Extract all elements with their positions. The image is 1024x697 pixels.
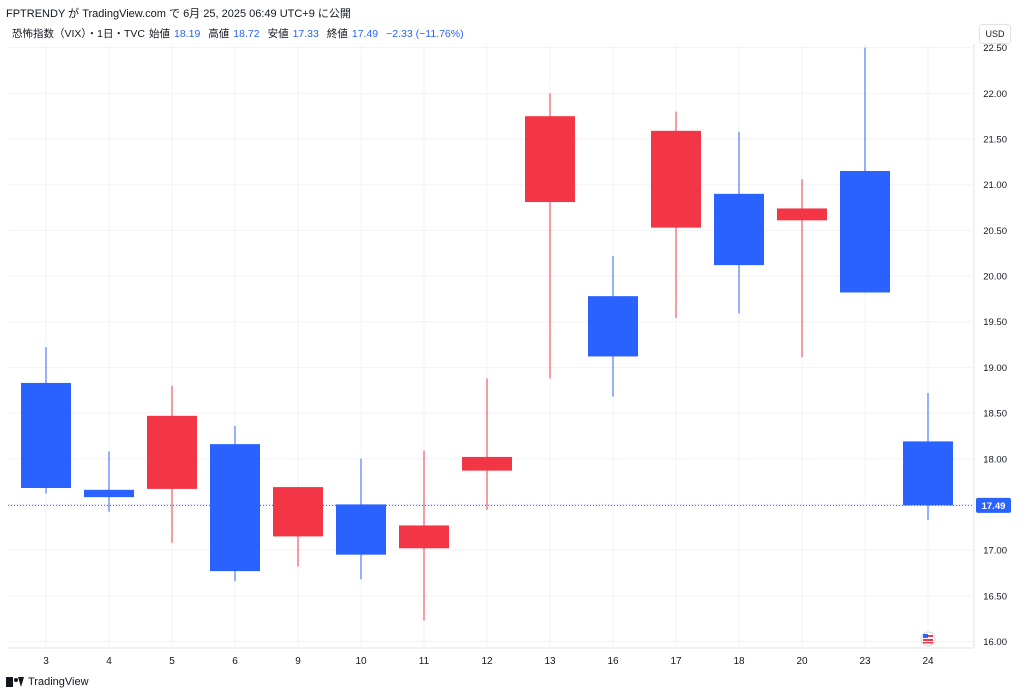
us-flag-stripe — [923, 639, 933, 641]
y-tick-label: 16.50 — [983, 591, 1007, 602]
tradingview-logo-icon — [6, 677, 24, 687]
y-tick-label: 19.00 — [983, 363, 1007, 374]
y-tick-label: 19.50 — [983, 317, 1007, 328]
candle-body[interactable] — [777, 208, 827, 221]
x-tick-label: 20 — [796, 656, 808, 667]
y-tick-label: 17.00 — [983, 546, 1007, 557]
y-tick-label: 21.00 — [983, 180, 1007, 191]
x-tick-label: 23 — [859, 656, 871, 667]
last-price-tag — [976, 497, 1011, 513]
y-tick-label: 20.50 — [983, 226, 1007, 237]
candle-body[interactable] — [651, 130, 701, 228]
low-value: 17.33 — [292, 28, 319, 40]
candle-body[interactable] — [714, 193, 764, 266]
y-tick-label: 22.50 — [983, 43, 1007, 54]
open-value: 18.19 — [174, 28, 201, 40]
x-tick-label: 24 — [922, 656, 934, 667]
x-tick-label: 12 — [481, 656, 493, 667]
candle-body[interactable] — [462, 456, 512, 471]
change-value: −2.33 (−11.76%) — [386, 28, 464, 40]
candle-body[interactable] — [21, 382, 71, 488]
y-tick-label: 21.50 — [983, 135, 1007, 146]
candle-body[interactable] — [588, 296, 638, 357]
y-tick-label: 16.00 — [983, 637, 1007, 648]
x-tick-label: 6 — [232, 656, 238, 667]
us-flag-stripe — [923, 642, 933, 644]
x-tick-label: 9 — [295, 656, 301, 667]
y-tick-label: 18.00 — [983, 454, 1007, 465]
candle-body[interactable] — [525, 116, 575, 203]
x-tick-label: 17 — [670, 656, 682, 667]
high-label: 高値 — [208, 28, 230, 40]
footer-brand-label: TradingView — [28, 676, 89, 688]
x-tick-label: 10 — [355, 656, 367, 667]
candle-body[interactable] — [210, 444, 260, 572]
open-label: 始値 — [149, 28, 171, 40]
close-value: 17.49 — [351, 28, 379, 40]
symbol-title[interactable]: 恐怖指数（VIX）・1日・TVC — [12, 28, 146, 40]
x-tick-label: 11 — [419, 656, 430, 667]
candle-body[interactable] — [273, 487, 323, 537]
high-value: 18.72 — [233, 28, 260, 40]
currency-button[interactable]: USD — [979, 24, 1011, 44]
symbol-legend: 恐怖指数（VIX）・1日・TVC 始値 18.19 高値 18.72 安値 17.33… — [12, 26, 464, 41]
y-tick-label: 18.50 — [983, 409, 1007, 420]
last-price-value: 17.49 — [982, 501, 1006, 512]
x-tick-label: 3 — [43, 656, 49, 667]
y-tick-label: 20.00 — [983, 272, 1007, 283]
x-tick-label: 13 — [544, 656, 556, 667]
publish-attribution: FPTRENDY が TradingView.com で 6月 25, 2025… — [6, 8, 351, 20]
x-tick-label: 18 — [733, 656, 745, 667]
candle-body[interactable] — [336, 504, 386, 555]
us-flag-canton — [923, 634, 928, 638]
candle-body[interactable] — [399, 525, 449, 549]
candle-body[interactable] — [903, 441, 953, 506]
x-tick-label: 5 — [169, 656, 175, 667]
candle-body[interactable] — [84, 489, 134, 498]
x-tick-label: 4 — [106, 656, 112, 667]
close-label: 終値 — [326, 28, 348, 40]
footer-brand[interactable]: TradingView — [6, 676, 89, 688]
low-label: 安値 — [267, 28, 289, 40]
candle-body[interactable] — [147, 415, 197, 489]
candle-body[interactable] — [840, 171, 890, 293]
x-tick-label: 16 — [607, 656, 619, 667]
y-tick-label: 22.00 — [983, 89, 1007, 100]
